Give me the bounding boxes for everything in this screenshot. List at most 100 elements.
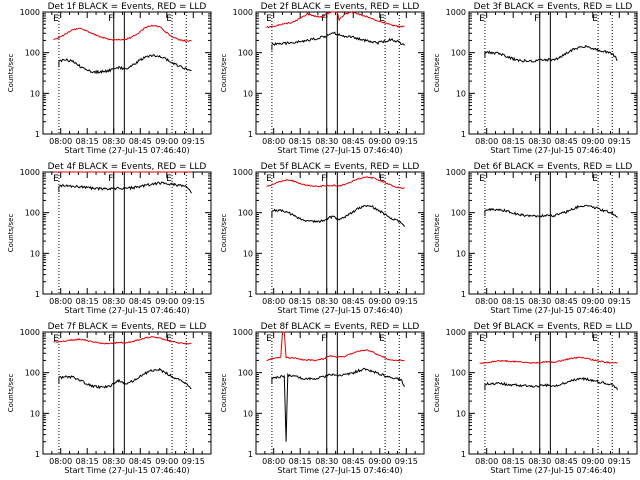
event-marker-label: E (266, 334, 272, 344)
x-tick-label: 08:45 (342, 457, 365, 466)
event-marker-label: E (166, 174, 172, 184)
x-tick-label: 08:00 (49, 457, 72, 466)
y-axis-label: Counts/sec (220, 374, 228, 413)
detector-panel: Det 6f BLACK = Events, RED = LLD 1 10 100 10… (433, 162, 638, 315)
x-axis-label: Start Time (27-Jul-15 07:46:40) (277, 466, 402, 475)
x-tick-label: 09:15 (608, 297, 631, 306)
x-tick-label: 08:30 (315, 137, 338, 146)
x-tick-label: 08:15 (76, 457, 99, 466)
data-series-line (271, 31, 405, 46)
x-tick-label: 09:00 (368, 137, 391, 146)
x-tick-label: 08:45 (555, 137, 578, 146)
data-series-line (484, 204, 618, 219)
event-marker-label: E (592, 334, 598, 344)
x-tick-label: 09:00 (581, 297, 604, 306)
event-marker-label: E (166, 14, 172, 24)
data-series-line (271, 204, 405, 228)
y-tick-label: 10 (30, 249, 40, 258)
panel-title: Det 4f BLACK = Events, RED = LLD (48, 162, 207, 172)
plot-frame (468, 171, 638, 295)
y-axis-label: Counts/sec (433, 374, 441, 413)
x-tick-label: 08:00 (475, 137, 498, 146)
x-tick-label: 09:15 (395, 297, 418, 306)
y-tick-label: 1 (461, 130, 466, 139)
event-marker-label: E (53, 334, 59, 344)
y-tick-label: 100 (25, 209, 40, 218)
x-tick-label: 09:15 (182, 457, 205, 466)
x-tick-label: 08:00 (475, 297, 498, 306)
x-tick-label: 08:45 (555, 297, 578, 306)
data-series-line (53, 336, 192, 345)
x-axis-label: Start Time (27-Jul-15 07:46:40) (277, 306, 402, 315)
event-marker-label: E (479, 174, 485, 184)
x-axis-label: Start Time (27-Jul-15 07:46:40) (490, 466, 615, 475)
event-marker-label: E (166, 334, 172, 344)
event-marker-label: F (108, 174, 113, 184)
x-axis-label: Start Time (27-Jul-15 07:46:40) (490, 306, 615, 315)
detector-panel: Det 1f BLACK = Events, RED = LLD 1 10 100 10… (7, 2, 212, 155)
event-marker-label: E (379, 174, 385, 184)
x-tick-label: 08:15 (289, 297, 312, 306)
x-tick-label: 08:15 (289, 457, 312, 466)
y-tick-label: 100 (238, 209, 253, 218)
detector-panel: Det 3f BLACK = Events, RED = LLD 1 10 100 10… (433, 2, 638, 155)
x-tick-label: 08:15 (502, 137, 525, 146)
x-axis-label: Start Time (27-Jul-15 07:46:40) (490, 146, 615, 155)
y-tick-label: 100 (451, 209, 466, 218)
x-tick-label: 08:30 (528, 297, 551, 306)
y-tick-label: 10 (30, 89, 40, 98)
y-axis-label: Counts/sec (433, 214, 441, 253)
event-marker-label: F (534, 174, 539, 184)
event-marker-label: F (321, 14, 326, 24)
detector-panel: Det 9f BLACK = Events, RED = LLD 1 10 100 10… (433, 322, 638, 475)
data-series-line (266, 176, 405, 190)
detector-panel: Det 4f BLACK = Events, RED = LLD 1 10 100 10… (7, 162, 212, 315)
event-marker-label: E (266, 14, 272, 24)
x-tick-label: 08:30 (528, 137, 551, 146)
event-marker-label: E (53, 174, 59, 184)
y-tick-label: 1 (248, 450, 253, 459)
y-tick-label: 100 (25, 369, 40, 378)
x-tick-label: 08:45 (555, 457, 578, 466)
y-tick-label: 1000 (446, 168, 466, 177)
plot-frame (255, 331, 425, 455)
y-tick-label: 100 (451, 369, 466, 378)
x-tick-label: 08:00 (262, 457, 285, 466)
x-tick-label: 08:00 (475, 457, 498, 466)
y-tick-label: 100 (25, 49, 40, 58)
plot-frame (468, 11, 638, 135)
x-tick-label: 09:00 (368, 297, 391, 306)
x-tick-label: 08:30 (102, 297, 125, 306)
x-tick-label: 08:30 (315, 457, 338, 466)
x-axis-label: Start Time (27-Jul-15 07:46:40) (64, 466, 189, 475)
y-tick-label: 10 (456, 249, 466, 258)
y-tick-label: 10 (243, 89, 253, 98)
x-axis-label: Start Time (27-Jul-15 07:46:40) (277, 146, 402, 155)
data-series-line (58, 54, 192, 75)
x-tick-label: 08:45 (129, 457, 152, 466)
y-tick-label: 10 (243, 409, 253, 418)
panel-title: Det 7f BLACK = Events, RED = LLD (48, 322, 207, 332)
y-tick-label: 1000 (446, 328, 466, 337)
y-axis-label: Counts/sec (433, 54, 441, 93)
x-axis-label: Start Time (27-Jul-15 07:46:40) (64, 306, 189, 315)
x-tick-label: 08:15 (502, 297, 525, 306)
x-tick-label: 09:00 (155, 137, 178, 146)
panel-title: Det 6f BLACK = Events, RED = LLD (474, 162, 633, 172)
event-marker-label: F (321, 334, 326, 344)
x-axis-label: Start Time (27-Jul-15 07:46:40) (64, 146, 189, 155)
event-marker-label: F (534, 334, 539, 344)
y-tick-label: 1 (461, 290, 466, 299)
x-tick-label: 09:00 (368, 457, 391, 466)
y-tick-label: 1 (461, 450, 466, 459)
data-series-line (58, 367, 192, 390)
y-tick-label: 1000 (20, 8, 40, 17)
x-tick-label: 08:45 (342, 137, 365, 146)
plot-frame (42, 331, 212, 455)
y-tick-label: 100 (238, 49, 253, 58)
plot-frame (255, 11, 425, 135)
y-tick-label: 10 (30, 409, 40, 418)
y-tick-label: 1000 (233, 328, 253, 337)
detector-panel: Det 8f BLACK = Events, RED = LLD 1 10 100 10… (220, 322, 425, 475)
data-series-line (484, 376, 618, 390)
